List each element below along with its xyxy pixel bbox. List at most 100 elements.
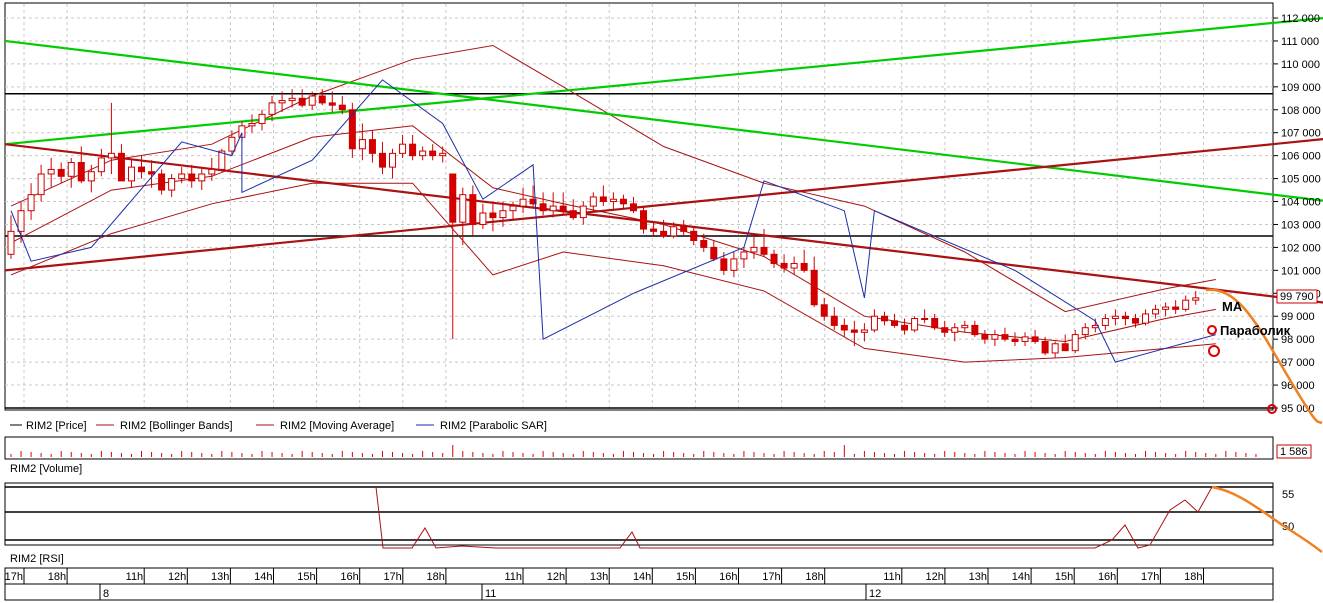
hour-label: 18h	[48, 571, 66, 583]
candle	[830, 307, 838, 330]
candle	[419, 146, 427, 161]
candle	[1131, 313, 1139, 328]
candle	[138, 155, 146, 179]
candle-body-up	[991, 334, 999, 340]
candle	[459, 187, 467, 246]
candle	[670, 222, 678, 239]
candle-body-up	[439, 152, 447, 157]
candle-body-up	[268, 102, 276, 115]
candle-body-up	[208, 168, 216, 175]
candle-body-down	[1011, 338, 1019, 342]
volume-panel	[4, 436, 1274, 460]
candle-body-down	[559, 205, 567, 212]
candle-body-down	[690, 230, 698, 242]
candle-body-up	[1182, 299, 1190, 310]
candle	[37, 164, 45, 202]
hour-label: 16h	[719, 571, 737, 583]
parabolic-sar-line	[10, 79, 1216, 363]
hour-label: 13h	[590, 571, 608, 583]
price-tick-label: 97 000	[1281, 357, 1315, 369]
candle-body-up	[479, 212, 487, 225]
candle	[609, 192, 617, 211]
candle	[449, 173, 457, 340]
hour-label: 18h	[427, 571, 445, 583]
legend: RIM2 [Price] RIM2 [Bollinger Bands] RIM2…	[10, 420, 547, 432]
candle-body-up	[670, 226, 678, 237]
candle	[941, 320, 949, 337]
candle-body-down	[1172, 306, 1180, 310]
candle-body-up	[258, 113, 266, 125]
candle	[399, 135, 407, 158]
candle	[810, 256, 818, 308]
candle	[750, 235, 758, 259]
candle-body-down	[800, 262, 808, 271]
candle-body-up	[951, 327, 959, 333]
candle-body-up	[17, 210, 25, 232]
candle-body-down	[770, 253, 778, 264]
candle-body-down	[57, 168, 65, 177]
candle-body-down	[660, 230, 668, 237]
volume-bars	[10, 445, 1257, 457]
candle	[891, 313, 899, 328]
hour-label: 17h	[1141, 571, 1159, 583]
hour-label: 18h	[1184, 571, 1202, 583]
candle	[378, 141, 386, 174]
price-tick-label: 104 000	[1281, 197, 1321, 209]
candle	[348, 102, 356, 158]
candle-body-up	[37, 173, 45, 196]
candle-body-up	[47, 168, 55, 175]
price-tick-label: 112 000	[1281, 13, 1320, 25]
candle-body-down	[820, 304, 828, 317]
candle	[1111, 309, 1119, 326]
candle	[198, 167, 206, 191]
price-tick-label: 111 000	[1281, 36, 1319, 48]
candle-body-down	[378, 152, 386, 168]
candle-body-up	[1081, 327, 1089, 336]
candle	[870, 309, 878, 333]
candle	[429, 144, 437, 161]
candle-body-up	[127, 166, 135, 182]
candle	[519, 187, 527, 213]
candle	[640, 206, 648, 234]
candle-body-up	[459, 194, 467, 223]
candle-body-down	[720, 258, 728, 271]
hour-label: 13h	[211, 571, 229, 583]
candle	[1101, 313, 1109, 330]
candle-body-down	[850, 329, 858, 333]
hour-label: 11h	[883, 571, 901, 583]
candle	[539, 192, 547, 216]
hour-label: 12h	[168, 571, 186, 583]
candle	[499, 201, 507, 227]
candle-body-down	[840, 324, 848, 331]
price-tick-label: 110 000	[1281, 59, 1320, 71]
candle	[1162, 302, 1170, 317]
hour-label: 11h	[126, 571, 144, 583]
hour-label: 16h	[340, 571, 358, 583]
candle-body-down	[810, 269, 818, 306]
candle-body-down	[640, 210, 648, 230]
candle	[1051, 341, 1059, 358]
candle	[991, 330, 999, 347]
candle	[47, 157, 55, 188]
candle-body-down	[318, 95, 326, 104]
candle	[248, 114, 256, 133]
candle-body-down	[941, 327, 949, 333]
forecast-arrow	[1205, 288, 1323, 554]
candle	[57, 162, 65, 184]
candle	[579, 201, 587, 225]
candle	[740, 247, 748, 269]
candle-body-down	[338, 104, 346, 111]
candle-body-down	[138, 166, 146, 173]
candle	[87, 164, 95, 193]
candle	[710, 240, 718, 262]
candle	[1172, 300, 1180, 314]
trend-channels	[4, 17, 1323, 304]
volume-last-box	[1276, 444, 1312, 459]
candle	[288, 89, 296, 108]
candle	[389, 148, 397, 179]
hour-label: 14h	[1012, 571, 1030, 583]
candle-body-up	[1142, 313, 1150, 324]
candle	[1001, 327, 1009, 342]
candle-body-up	[198, 173, 206, 182]
candle-body-down	[469, 194, 477, 225]
